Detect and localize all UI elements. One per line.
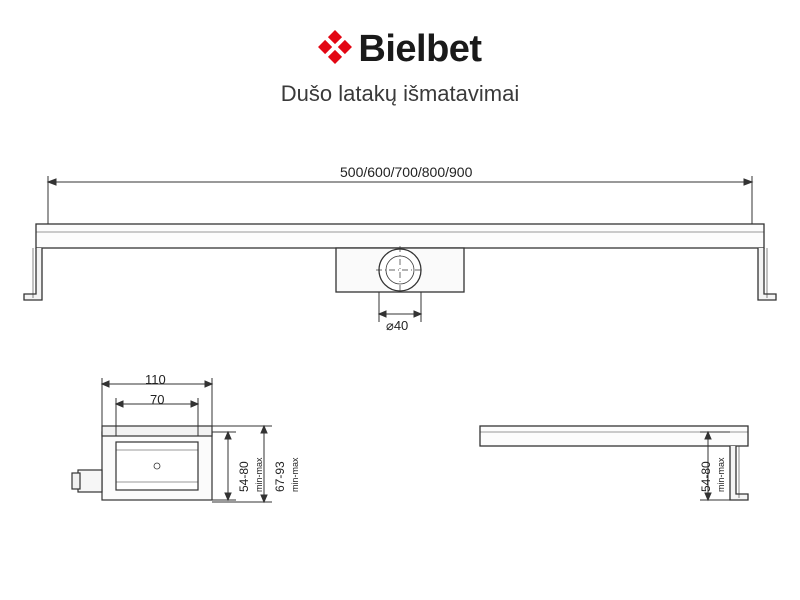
length-label: 500/600/700/800/900	[340, 164, 472, 180]
dim-54-80-l: 54-80min-max	[237, 457, 265, 492]
dia-label: ⌀40	[386, 318, 408, 334]
dim-110: 110	[145, 372, 166, 387]
dim-67-93: 67-93min-max	[273, 457, 301, 492]
dim-70: 70	[150, 392, 164, 407]
diagram-area: 500/600/700/800/900 ⌀40	[0, 170, 800, 590]
detail-left-svg	[60, 370, 360, 540]
subtitle: Dušo latakų išmatavimai	[0, 81, 800, 107]
logo-icon	[318, 30, 352, 69]
brand-name: Bielbet	[358, 28, 481, 71]
header: Bielbet Dušo latakų išmatavimai	[0, 0, 800, 107]
logo-row: Bielbet	[0, 28, 800, 71]
dim-54-80-r: 54-80min-max	[699, 457, 727, 492]
